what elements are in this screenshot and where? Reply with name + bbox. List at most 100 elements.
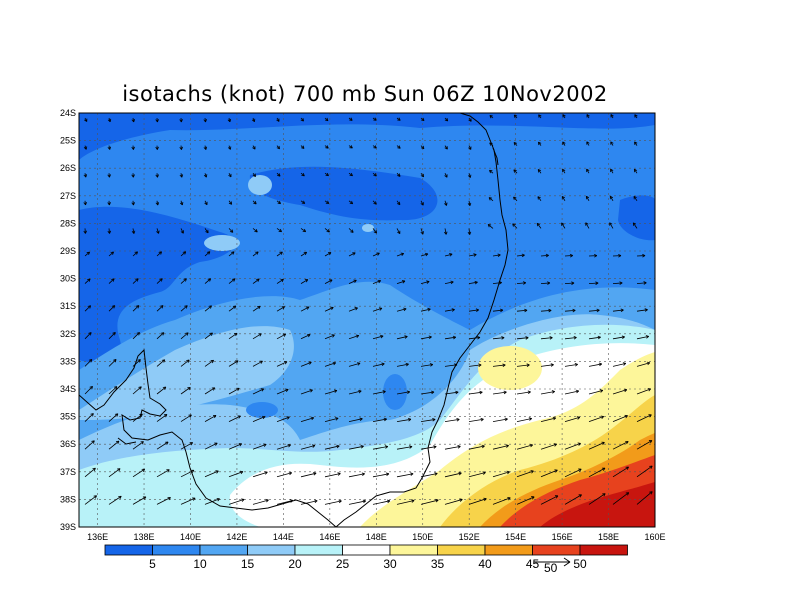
wind-vector-head <box>649 491 653 495</box>
wind-vector <box>156 441 169 450</box>
wind-vector <box>492 391 507 395</box>
wind-vector-head <box>480 417 484 422</box>
wind-vector-head <box>609 195 614 200</box>
wind-vector <box>204 305 212 312</box>
wind-vector <box>108 468 121 478</box>
wind-vector-head <box>552 416 557 421</box>
wind-vector <box>588 336 601 340</box>
wind-vector <box>276 361 288 367</box>
wind-vector-head <box>251 118 256 123</box>
lon-label: 156E <box>552 532 573 542</box>
wind-vector-head <box>528 417 532 421</box>
wind-vector <box>588 363 602 367</box>
wind-vector <box>348 228 354 233</box>
wind-vector <box>180 414 192 422</box>
wind-vector-head <box>255 251 259 255</box>
wind-vector-head <box>431 390 435 395</box>
wind-vector <box>420 228 424 235</box>
vector-key-label: 50 <box>544 561 558 575</box>
wind-vector-head <box>134 251 138 255</box>
wind-vector-head <box>585 195 590 200</box>
wind-vector <box>252 416 266 422</box>
lat-label: 27S <box>60 191 76 201</box>
wind-vector <box>516 254 525 257</box>
wind-vector-head <box>159 278 163 282</box>
wind-vector-head <box>286 416 290 420</box>
wind-vector-head <box>209 332 213 336</box>
wind-vectors <box>83 114 653 505</box>
wind-vector <box>252 305 261 312</box>
wind-vector-head <box>308 361 312 365</box>
wind-vector-head <box>185 332 189 336</box>
wind-vector-head <box>384 445 389 449</box>
wind-vector-head <box>135 305 140 309</box>
wind-vector <box>420 364 433 367</box>
wind-vector-head <box>135 278 139 282</box>
wind-vector-head <box>550 363 554 367</box>
colorbar-label: 15 <box>241 557 255 571</box>
wind-vector <box>156 469 170 478</box>
wind-vector <box>132 251 138 257</box>
wind-vector-head <box>622 362 627 366</box>
wind-vector-head <box>278 228 282 233</box>
wind-vector-head <box>288 471 293 476</box>
lon-label: 146E <box>319 532 340 542</box>
wind-vector <box>492 445 509 450</box>
wind-vector <box>612 309 624 312</box>
wind-vector-head <box>648 440 653 444</box>
wind-vector <box>276 500 293 505</box>
wind-vector-head <box>187 386 191 391</box>
wind-vector-head <box>192 497 196 501</box>
wind-vector-head <box>183 278 187 282</box>
wind-vector <box>276 444 291 450</box>
wind-vector-head <box>156 230 160 234</box>
wind-vector-head <box>155 174 159 178</box>
wind-vector-head <box>212 415 217 419</box>
wind-vector <box>468 281 478 284</box>
wind-vector-head <box>336 444 340 449</box>
wind-vector-head <box>349 200 354 205</box>
wind-vector <box>204 332 213 340</box>
wind-vector-head <box>231 251 235 255</box>
wind-vector <box>372 418 387 422</box>
wind-vector-head <box>355 334 360 338</box>
wind-vector-head <box>373 173 377 177</box>
colorbar-swatch <box>247 544 296 556</box>
wind-vector <box>516 444 533 450</box>
wind-vector-head <box>444 117 449 122</box>
colorbar-swatch <box>152 544 201 556</box>
wind-vector <box>324 417 339 422</box>
wind-vector-head <box>385 472 390 477</box>
wind-vector-head <box>361 472 365 476</box>
wind-vector <box>228 387 240 395</box>
wind-vector <box>444 309 455 312</box>
wind-vector-head <box>455 390 459 395</box>
wind-vector <box>180 305 188 312</box>
wind-vector-head <box>205 229 209 234</box>
wind-vector-head <box>300 118 304 122</box>
wind-vector-head <box>382 390 386 394</box>
wind-vector <box>204 278 211 284</box>
wind-vector-head <box>107 202 111 206</box>
wind-vector <box>84 386 93 395</box>
wind-vector-head <box>338 499 342 504</box>
wind-vector-head <box>357 362 361 366</box>
wind-vector-head <box>107 174 111 178</box>
wind-vector-head <box>228 173 232 178</box>
wind-vector <box>348 335 359 340</box>
wind-vector-head <box>228 201 233 205</box>
wind-vector-head <box>457 445 461 449</box>
wind-vector <box>540 443 557 450</box>
wind-vector-head <box>111 305 116 309</box>
wind-vector <box>396 308 407 312</box>
wind-vector-head <box>142 496 147 500</box>
wind-vector <box>536 222 542 229</box>
wind-vector-head <box>107 146 112 150</box>
wind-vector-head <box>404 335 408 339</box>
wind-vector <box>420 473 438 478</box>
wind-vector-head <box>489 169 493 174</box>
wind-vector-head <box>325 200 330 204</box>
wind-vector-head <box>467 231 472 235</box>
lat-label: 33S <box>60 356 76 366</box>
wind-vector-head <box>648 414 652 418</box>
